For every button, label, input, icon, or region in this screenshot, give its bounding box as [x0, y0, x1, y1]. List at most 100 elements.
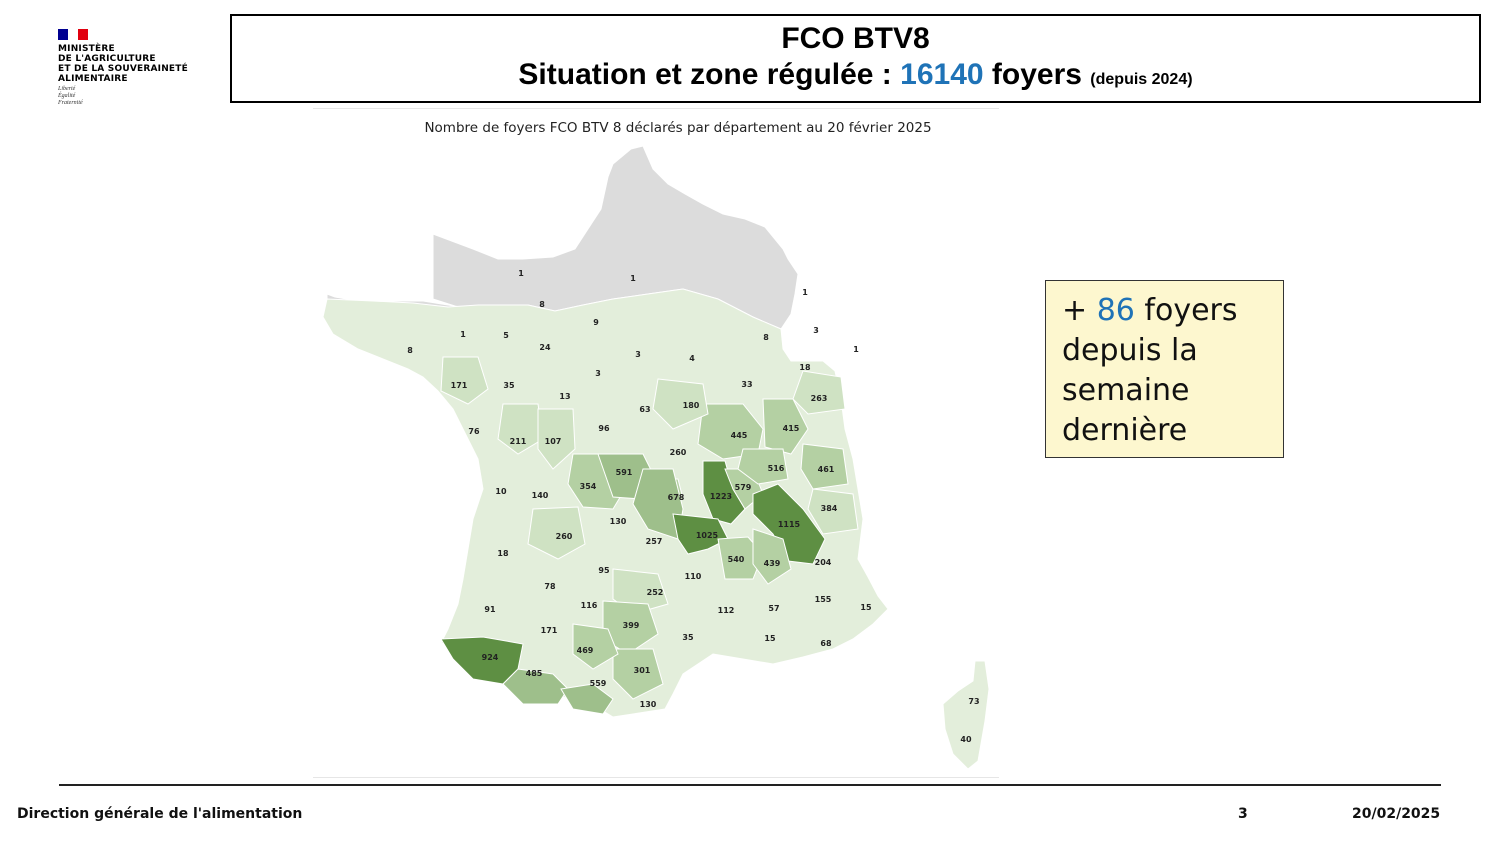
dept-value-label: 73 — [968, 697, 979, 706]
dept-shade — [527, 506, 586, 560]
dept-value-label: 204 — [815, 558, 832, 567]
dept-value-label: 5 — [503, 331, 509, 340]
dept-value-label: 63 — [639, 405, 650, 414]
dept-value-label: 9 — [593, 318, 599, 327]
dept-value-label: 540 — [728, 555, 745, 564]
dept-value-label: 76 — [468, 427, 480, 436]
flag-stripe-white — [68, 29, 78, 40]
dept-shade — [440, 356, 489, 405]
callout-line: depuis la — [1062, 333, 1198, 368]
total-outbreaks-count: 16140 — [900, 58, 984, 91]
dept-shade — [537, 408, 576, 470]
dept-value-label: 301 — [634, 666, 651, 675]
slide-title-box: FCO BTV8 Situation et zone régulée : 161… — [230, 14, 1481, 103]
dept-value-label: 13 — [559, 392, 570, 401]
slide-subtitle: Situation et zone régulée : 16140 foyers… — [232, 57, 1479, 98]
dept-value-label: 171 — [541, 626, 558, 635]
ministry-line: DE L'AGRICULTURE — [58, 54, 156, 64]
dept-shade — [752, 483, 826, 565]
dept-value-label: 112 — [718, 606, 735, 615]
motto-line: Fraternité — [58, 100, 83, 106]
dept-value-label: 130 — [640, 700, 657, 709]
dept-value-label: 40 — [960, 735, 972, 744]
dept-value-label: 263 — [811, 394, 828, 403]
subtitle-prefix: Situation et zone régulée : — [518, 58, 901, 91]
dept-shade — [560, 683, 614, 715]
dept-value-label: 18 — [497, 549, 509, 558]
dept-value-label: 140 — [532, 491, 549, 500]
dept-shade — [652, 378, 709, 430]
map-panel: Nombre de foyers FCO BTV 8 déclarés par … — [313, 108, 999, 778]
french-flag-icon — [58, 29, 88, 40]
dept-value-label: 33 — [741, 380, 752, 389]
dept-value-label: 171 — [451, 381, 468, 390]
ministry-line: ET DE LA SOUVERAINETÉ — [58, 64, 188, 74]
dept-value-label: 116 — [581, 601, 598, 610]
dept-shade — [800, 443, 849, 490]
dept-value-label: 4 — [689, 354, 695, 363]
dept-value-label: 68 — [820, 639, 832, 648]
dept-value-label: 24 — [539, 343, 551, 352]
dept-shade — [752, 528, 792, 585]
dept-value-label: 96 — [598, 424, 610, 433]
dept-value-label: 130 — [610, 517, 627, 526]
slide-title: FCO BTV8 — [781, 22, 930, 55]
flag-stripe-blue — [58, 29, 68, 40]
dept-value-label: 445 — [731, 431, 748, 440]
dept-value-label: 678 — [668, 493, 685, 502]
dept-value-label: 399 — [623, 621, 640, 630]
dept-value-label: 8 — [539, 300, 545, 309]
dept-shade — [497, 403, 544, 455]
dept-shade — [612, 648, 664, 700]
dept-value-label: 260 — [556, 532, 573, 541]
dept-shade — [702, 460, 746, 525]
dept-value-label: 1 — [518, 269, 524, 278]
ministry-name: MINISTÈRE DE L'AGRICULTURE ET DE LA SOUV… — [58, 44, 218, 84]
ministry-line: ALIMENTAIRE — [58, 74, 128, 84]
motto-line: Liberté — [58, 86, 76, 92]
callout-line: dernière — [1062, 413, 1188, 448]
callout-line: + 86 foyers — [1062, 291, 1283, 331]
dept-value-label: 10 — [495, 487, 507, 496]
footer-date: 20/02/2025 — [1352, 806, 1441, 822]
corsica — [942, 660, 990, 770]
callout-suffix: foyers — [1134, 293, 1238, 328]
ministry-line: MINISTÈRE — [58, 44, 115, 54]
callout-prefix: + — [1062, 293, 1097, 328]
motto-line: Égalité — [58, 93, 76, 99]
dept-value-label: 57 — [768, 604, 779, 613]
dept-value-label: 439 — [764, 559, 781, 568]
france-map: 1 1 8 1 9 1 5 24 8 3 4 8 3 1 18 3 171 35… — [322, 145, 990, 770]
republic-motto: Liberté Égalité Fraternité — [58, 86, 218, 107]
dept-value-label: 15 — [764, 634, 776, 643]
dept-value-label: 252 — [647, 588, 664, 597]
dept-value-label: 107 — [545, 437, 562, 446]
dept-value-label: 3 — [595, 369, 601, 378]
dept-value-label: 3 — [813, 326, 819, 335]
dept-value-label: 924 — [482, 653, 499, 662]
subtitle-suffix: foyers — [983, 58, 1091, 91]
dept-shade — [762, 398, 809, 455]
footer-divider — [59, 784, 1441, 786]
dept-value-label: 91 — [484, 605, 496, 614]
since-note: (depuis 2024) — [1090, 71, 1193, 88]
dept-value-label: 469 — [577, 646, 594, 655]
dept-value-label: 1223 — [710, 492, 732, 501]
dept-shade — [572, 623, 619, 670]
flag-stripe-red — [78, 29, 88, 40]
dept-value-label: 35 — [682, 633, 694, 642]
dept-value-label: 1 — [460, 330, 466, 339]
dept-value-label: 180 — [683, 401, 700, 410]
dept-value-label: 260 — [670, 448, 687, 457]
ministry-logo: MINISTÈRE DE L'AGRICULTURE ET DE LA SOUV… — [58, 29, 218, 107]
page-number: 3 — [1238, 806, 1248, 822]
dept-shade — [807, 488, 859, 535]
map-title: Nombre de foyers FCO BTV 8 déclarés par … — [424, 120, 932, 136]
dept-value-label: 211 — [510, 437, 527, 446]
dept-value-label: 559 — [590, 679, 607, 688]
dept-value-label: 1 — [853, 345, 859, 354]
footer-organization: Direction générale de l'alimentation — [17, 806, 303, 822]
dept-value-label: 516 — [768, 464, 785, 473]
dept-value-label: 257 — [646, 537, 663, 546]
dept-shade — [672, 513, 729, 555]
